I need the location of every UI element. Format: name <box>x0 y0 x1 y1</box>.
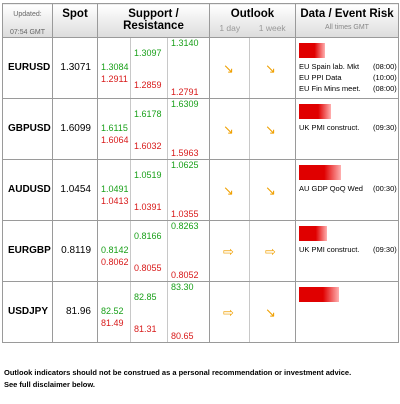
support-resistance-value: 1.0413 <box>101 196 129 206</box>
support-resistance-value: 0.8055 <box>134 263 162 273</box>
support-resistance-value: 1.5963 <box>171 148 199 158</box>
support-resistance-value: 1.2911 <box>101 74 128 84</box>
spot-cell: 81.96 <box>52 281 98 343</box>
support-resistance-value: 81.49 <box>101 318 124 328</box>
risk-bar <box>299 165 341 180</box>
header-outlook: Outlook 1 day 1 week <box>209 3 296 38</box>
support-resistance-value: 0.8263 <box>171 221 199 231</box>
support-resistance-value: 0.8052 <box>171 270 199 280</box>
disclaimer: Outlook indicators should not be constru… <box>4 367 351 391</box>
support-resistance-value: 1.2791 <box>171 87 199 97</box>
updated-label: Updated: <box>13 11 42 18</box>
support-resistance-value: 0.8062 <box>101 257 129 267</box>
support-resistance-value: 1.3097 <box>134 48 162 58</box>
outlook-cell: ↘ ↘ <box>209 98 296 160</box>
updated-time: 07:54 GMT <box>9 29 45 36</box>
support-resistance-value: 1.0391 <box>134 202 162 212</box>
table-row: EURUSD 1.3071 1.3084 1.2911 1.3097 1.2859 1.31… <box>2 37 399 99</box>
header-row: Updated: 07:54 GMT Spot Support / Resista… <box>2 3 399 38</box>
event-risk-cell: AU GDP QoQ Wed (00:30) <box>295 159 399 221</box>
disclaimer-line-2: See full disclaimer below. <box>4 380 96 389</box>
support-resistance-value: 82.52 <box>101 306 124 316</box>
table-row: EURGBP 0.8119 0.8142 0.8062 0.8166 0.8055 0.82… <box>2 220 399 282</box>
header-sr: Support / Resistance <box>97 3 210 38</box>
support-resistance-value: 0.8142 <box>101 245 129 255</box>
event-item: EU PPI Data (10:00) <box>299 73 397 82</box>
event-risk-cell: UK PMI construct. (09:30) <box>295 220 399 282</box>
spot-cell: 1.0454 <box>52 159 98 221</box>
outlook-cell: ⇨ ↘ <box>209 281 296 343</box>
pair-cell: EURUSD <box>2 37 53 99</box>
data-subtitle: All times GMT <box>325 24 369 31</box>
spot-cell: 1.6099 <box>52 98 98 160</box>
header-data: Data / Event Risk All times GMT <box>295 3 399 38</box>
sr-cell: 1.6115 1.6064 1.6178 1.6032 1.6309 1.5963 <box>97 98 210 160</box>
event-item: EU Spain lab. Mkt (08:00) <box>299 62 397 71</box>
outlook-1day-arrow-icon: ↘ <box>223 183 234 198</box>
support-resistance-value: 1.6064 <box>101 135 129 145</box>
outlook-cell: ⇨ ⇨ <box>209 220 296 282</box>
pair-cell: AUDUSD <box>2 159 53 221</box>
outlook-1week-arrow-icon: ↘ <box>265 183 276 198</box>
support-resistance-value: 1.3084 <box>101 62 129 72</box>
outlook-1week-label: 1 week <box>258 23 286 33</box>
support-resistance-value: 1.2859 <box>134 80 162 90</box>
outlook-1day-arrow-icon: ⇨ <box>223 244 234 259</box>
risk-bar <box>299 104 331 119</box>
table-row: USDJPY 81.96 82.52 81.49 82.85 81.31 83.30 80.6… <box>2 281 399 343</box>
table-row: AUDUSD 1.0454 1.0491 1.0413 1.0519 1.0391 1.06… <box>2 159 399 221</box>
disclaimer-line-1: Outlook indicators should not be constru… <box>4 368 352 377</box>
risk-bar <box>299 226 327 241</box>
outlook-1week-arrow-icon: ↘ <box>265 122 276 137</box>
support-resistance-value: 1.6115 <box>101 123 128 133</box>
sr-cell: 1.0491 1.0413 1.0519 1.0391 1.0625 1.0355 <box>97 159 210 221</box>
header-updated: Updated: 07:54 GMT <box>2 3 53 38</box>
event-item: UK PMI construct. (09:30) <box>299 245 397 254</box>
pair-cell: USDJPY <box>2 281 53 343</box>
outlook-1day-arrow-icon: ↘ <box>223 122 234 137</box>
table-row: GBPUSD 1.6099 1.6115 1.6064 1.6178 1.6032 1.63… <box>2 98 399 160</box>
support-resistance-value: 1.3140 <box>171 38 199 48</box>
support-resistance-value: 1.6309 <box>171 99 199 109</box>
sr-cell: 1.3084 1.2911 1.3097 1.2859 1.3140 1.2791 <box>97 37 210 99</box>
fx-table: Updated: 07:54 GMT Spot Support / Resista… <box>2 3 399 343</box>
outlook-1day-arrow-icon: ⇨ <box>223 305 234 320</box>
support-resistance-value: 1.0355 <box>171 209 199 219</box>
header-spot: Spot <box>52 3 98 38</box>
event-item: UK PMI construct. (09:30) <box>299 123 397 132</box>
event-item: AU GDP QoQ Wed (00:30) <box>299 184 397 193</box>
sr-cell: 0.8142 0.8062 0.8166 0.8055 0.8263 0.8052 <box>97 220 210 282</box>
support-resistance-value: 1.0625 <box>171 160 199 170</box>
event-risk-cell: UK PMI construct. (09:30) <box>295 98 399 160</box>
outlook-1week-arrow-icon: ↘ <box>265 305 276 320</box>
event-item: EU Fin Mins meet. (08:00) <box>299 84 397 93</box>
outlook-1day-label: 1 day <box>219 23 241 33</box>
support-resistance-value: 80.65 <box>171 331 194 341</box>
support-resistance-value: 81.31 <box>134 324 157 334</box>
spot-cell: 0.8119 <box>52 220 98 282</box>
sr-cell: 82.52 81.49 82.85 81.31 83.30 80.65 <box>97 281 210 343</box>
risk-bar <box>299 287 339 302</box>
spot-cell: 1.3071 <box>52 37 98 99</box>
pair-cell: GBPUSD <box>2 98 53 160</box>
support-resistance-value: 1.6032 <box>134 141 162 151</box>
support-resistance-value: 1.6178 <box>134 109 162 119</box>
outlook-1week-arrow-icon: ↘ <box>265 61 276 76</box>
support-resistance-value: 1.0491 <box>101 184 129 194</box>
support-resistance-value: 82.85 <box>134 292 157 302</box>
outlook-1week-arrow-icon: ⇨ <box>265 244 276 259</box>
support-resistance-value: 0.8166 <box>134 231 162 241</box>
outlook-cell: ↘ ↘ <box>209 37 296 99</box>
outlook-cell: ↘ ↘ <box>209 159 296 221</box>
event-risk-cell: EU Spain lab. Mkt (08:00) EU PPI Data (10:0… <box>295 37 399 99</box>
pair-cell: EURGBP <box>2 220 53 282</box>
support-resistance-value: 1.0519 <box>134 170 162 180</box>
risk-bar <box>299 43 325 58</box>
event-risk-cell <box>295 281 399 343</box>
outlook-1day-arrow-icon: ↘ <box>223 61 234 76</box>
support-resistance-value: 83.30 <box>171 282 194 292</box>
